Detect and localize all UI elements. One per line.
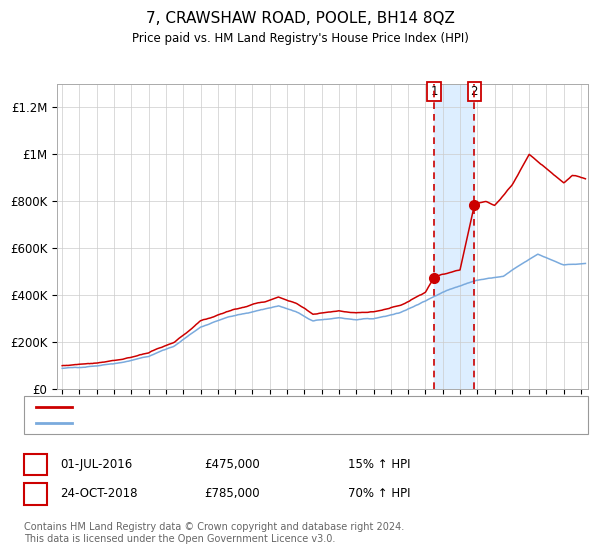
Text: 7, CRAWSHAW ROAD, POOLE, BH14 8QZ: 7, CRAWSHAW ROAD, POOLE, BH14 8QZ [146,11,454,26]
Text: 2: 2 [31,487,40,501]
Text: 70% ↑ HPI: 70% ↑ HPI [348,487,410,501]
Text: 1: 1 [31,458,40,472]
Text: 01-JUL-2016: 01-JUL-2016 [60,458,132,472]
Text: £475,000: £475,000 [204,458,260,472]
Text: 7, CRAWSHAW ROAD, POOLE, BH14 8QZ (detached house): 7, CRAWSHAW ROAD, POOLE, BH14 8QZ (detac… [78,402,405,412]
Text: 1: 1 [430,85,438,98]
Text: £785,000: £785,000 [204,487,260,501]
Text: Contains HM Land Registry data © Crown copyright and database right 2024.
This d: Contains HM Land Registry data © Crown c… [24,522,404,544]
Text: 2: 2 [470,85,478,98]
Text: HPI: Average price, detached house, Bournemouth Christchurch and Poole: HPI: Average price, detached house, Bour… [78,418,493,428]
Text: Price paid vs. HM Land Registry's House Price Index (HPI): Price paid vs. HM Land Registry's House … [131,32,469,45]
Text: 24-OCT-2018: 24-OCT-2018 [60,487,137,501]
Text: 15% ↑ HPI: 15% ↑ HPI [348,458,410,472]
Bar [434,84,475,389]
